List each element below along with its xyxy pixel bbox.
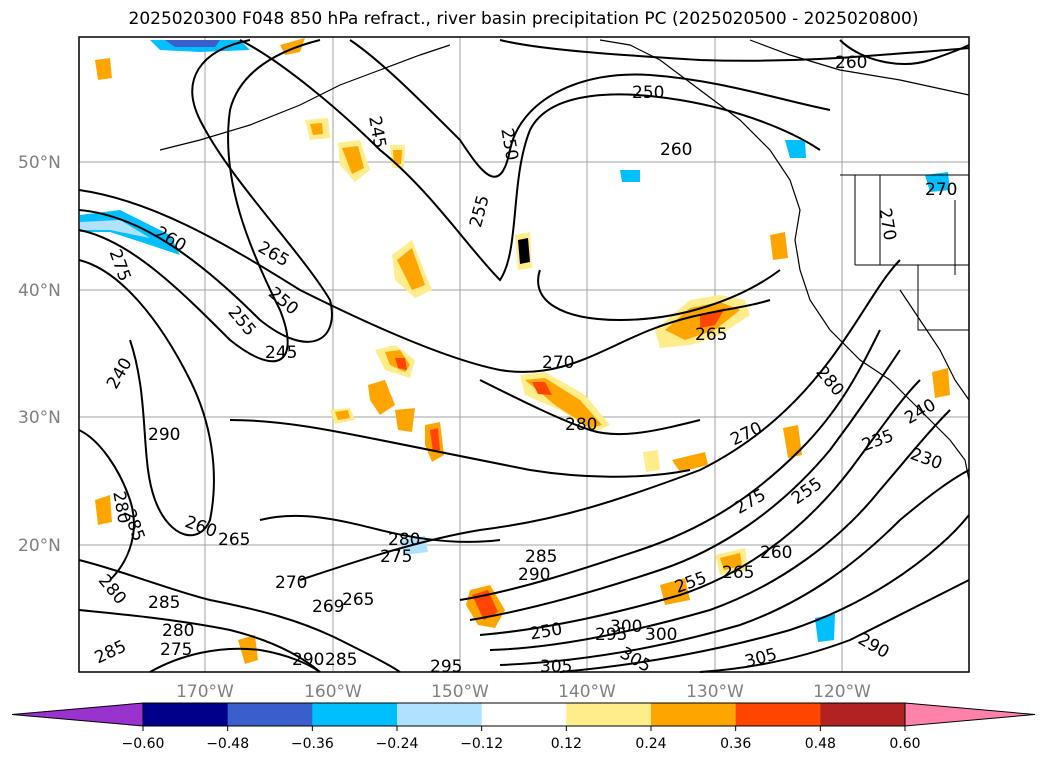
colorbar-tick-label: 0.12 (551, 736, 582, 752)
contour-label: 280 (162, 621, 194, 641)
precip-shading (80, 38, 950, 664)
contour-label: 300 (645, 625, 677, 645)
contour-label: 260 (760, 543, 792, 563)
contour-label: 290 (148, 425, 180, 445)
colorbar-segment (143, 703, 229, 726)
colorbar-segment (820, 703, 906, 726)
contour-label: 265 (722, 563, 754, 583)
colorbar-tick-label: −0.60 (122, 736, 165, 752)
contour-label: 290 (518, 565, 550, 585)
contour-label: 285 (325, 650, 357, 670)
lat-label: 40°N (18, 281, 61, 301)
lon-label: 120°W (813, 682, 871, 702)
lat-label: 30°N (18, 408, 61, 428)
contour-label: 270 (925, 180, 957, 200)
map-frame (78, 36, 970, 673)
lon-label: 170°W (176, 682, 234, 702)
contour-label: 270 (542, 353, 574, 373)
colorbar-segment (227, 703, 313, 726)
contour-label: 285 (148, 593, 180, 613)
contour-label: 280 (565, 415, 597, 435)
graticule (79, 37, 969, 672)
lon-label: 160°W (304, 682, 362, 702)
contour-label: 265 (695, 325, 727, 345)
contour-label: 265 (342, 590, 374, 610)
colorbar-tick-label: 0.48 (805, 736, 836, 752)
contour-label: 280 (388, 530, 420, 550)
colorbar-frame (142, 702, 906, 727)
colorbar-tick-label: 0.36 (720, 736, 751, 752)
colorbar-tick-label: 0.60 (889, 736, 920, 752)
contour-label: 245 (265, 343, 297, 363)
lon-label: 140°W (558, 682, 616, 702)
colorbar-segment (735, 703, 821, 726)
longitude-labels: 170°W 160°W 150°W 140°W 130°W 120°W (176, 682, 871, 702)
contour-label: 265 (218, 530, 250, 550)
lat-label: 20°N (18, 536, 61, 556)
lon-label: 150°W (431, 682, 489, 702)
contour-label: 275 (160, 640, 192, 660)
lat-label: 50°N (18, 153, 61, 173)
contour-label: 250 (632, 83, 664, 103)
contour-label: 305 (540, 657, 572, 677)
latitude-labels: 50°N 40°N 30°N 20°N (18, 153, 61, 556)
contour-label: 260 (835, 53, 867, 73)
colorbar-extend-high (904, 702, 1036, 727)
contour-label: 260 (660, 140, 692, 160)
colorbar-tick-label: −0.48 (206, 736, 249, 752)
contour-label: 295 (430, 657, 462, 677)
colorbar-segment (397, 703, 483, 726)
contour-label: 295 (595, 625, 627, 645)
plot-title: 2025020300 F048 850 hPa refract., river … (128, 9, 919, 29)
contour-label: 290 (292, 650, 324, 670)
colorbar-segment (566, 703, 652, 726)
colorbar: −0.60 −0.48 −0.36 −0.24 −0.12 0.12 0.24 0.36 0.4… (11, 702, 1036, 752)
colorbar-tick-label: 0.24 (635, 736, 666, 752)
contour-label: 275 (380, 547, 412, 567)
contour-label: 285 (525, 547, 557, 567)
colorbar-segment (312, 703, 398, 726)
contour-label: 270 (275, 573, 307, 593)
colorbar-segment (481, 703, 567, 726)
colorbar-tick-label: −0.36 (291, 736, 334, 752)
contour-label: 269 (312, 597, 344, 617)
colorbar-tick-label: −0.24 (376, 736, 419, 752)
contour-label: 300 (610, 617, 642, 637)
colorbar-tick-label: −0.12 (460, 736, 503, 752)
colorbar-segment (651, 703, 737, 726)
lon-label: 130°W (686, 682, 744, 702)
colorbar-extend-low (11, 702, 144, 727)
refractivity-contours (78, 39, 970, 673)
